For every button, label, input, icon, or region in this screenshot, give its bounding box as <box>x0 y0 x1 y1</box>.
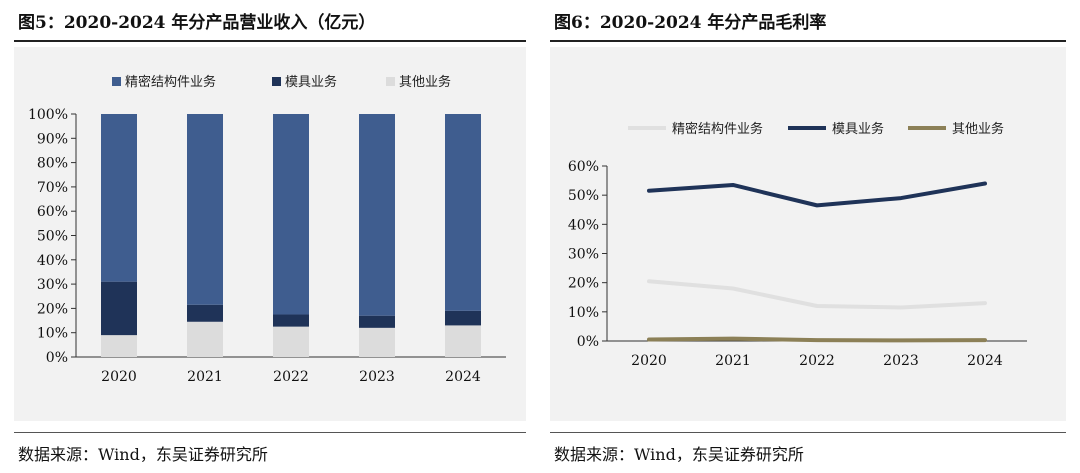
stacked-bar-chart: 精密结构件业务 模具业务 其他业务 0% 10% 20% 30% 40% 50% 60% 70% 80… <box>28 74 506 385</box>
y-tick-label: 20% <box>37 301 68 317</box>
figure-5-title: 图5：2020-2024 年分产品营业收入（亿元） <box>18 13 376 33</box>
legend-swatch <box>112 77 121 86</box>
bar-segment <box>101 281 137 336</box>
x-tick-label: 2020 <box>631 353 667 369</box>
x-tick-label: 2022 <box>799 353 835 369</box>
series-line <box>647 181 987 208</box>
figure-6-title: 图6：2020-2024 年分产品毛利率 <box>554 13 827 33</box>
y-tick-label: 100% <box>28 107 68 123</box>
left-panel: 图5：2020-2024 年分产品营业收入（亿元） 精密结构件业务 模具业务 其他业… <box>14 0 526 473</box>
legend-label: 模具业务 <box>285 74 337 90</box>
y-tick-label: 60% <box>37 204 68 220</box>
top-rule <box>14 40 526 42</box>
x-tick-label: 2022 <box>273 369 309 385</box>
legend-label: 精密结构件业务 <box>125 74 216 90</box>
legend-label: 其他业务 <box>399 74 451 90</box>
bar-segment <box>187 304 223 322</box>
y-tick-label: 40% <box>568 217 599 233</box>
bar-segment <box>101 335 137 357</box>
y-tick-label: 40% <box>37 253 68 269</box>
x-tick-label: 2021 <box>715 353 751 369</box>
legend-swatch <box>386 77 395 86</box>
bar-segment <box>359 327 395 357</box>
y-tick-label: 10% <box>568 305 599 321</box>
bar-segment <box>445 310 481 326</box>
top-rule <box>550 40 1066 42</box>
y-tick-label: 70% <box>37 180 68 196</box>
legend-label: 精密结构件业务 <box>672 121 763 137</box>
y-tick-label: 50% <box>568 188 599 204</box>
series-line <box>647 279 987 310</box>
x-tick-label: 2020 <box>101 369 137 385</box>
source-note: 数据来源：Wind，东吴证券研究所 <box>554 445 804 464</box>
x-tick-label: 2024 <box>445 369 481 385</box>
bottom-rule <box>550 432 1066 433</box>
bar-segment <box>359 114 395 316</box>
bar-segment <box>273 114 309 315</box>
y-tick-label: 90% <box>37 131 68 147</box>
bar-segment <box>445 325 481 357</box>
y-tick-label: 10% <box>37 326 68 342</box>
legend-swatch <box>272 77 281 86</box>
series-line <box>647 336 987 343</box>
bottom-rule <box>14 432 526 433</box>
legend-label: 其他业务 <box>952 121 1004 137</box>
x-tick-label: 2024 <box>967 353 1003 369</box>
bar-segment <box>273 326 309 357</box>
y-tick-label: 0% <box>46 350 68 366</box>
chart-background <box>14 47 526 421</box>
y-tick-label: 80% <box>37 156 68 172</box>
line-chart: 精密结构件业务 模具业务 其他业务 0% 10% 20% 30% 40% 50% 60% 2020 2… <box>568 121 1027 369</box>
y-tick-label: 50% <box>37 229 68 245</box>
bar-segment <box>101 114 137 282</box>
bar-segment <box>445 114 481 311</box>
y-tick-label: 30% <box>37 277 68 293</box>
bar-segment <box>187 114 223 305</box>
x-tick-label: 2023 <box>883 353 919 369</box>
source-note: 数据来源：Wind，东吴证券研究所 <box>18 445 268 464</box>
bar-segment <box>273 314 309 327</box>
y-tick-label: 20% <box>568 276 599 292</box>
right-panel: 图6：2020-2024 年分产品毛利率 精密结构件业务 模具业务 其他业务 0% 10… <box>550 0 1066 473</box>
x-tick-label: 2023 <box>359 369 395 385</box>
y-tick-label: 0% <box>577 334 599 350</box>
y-tick-label: 60% <box>568 159 599 175</box>
bar-segment <box>359 315 395 328</box>
bar-segment <box>187 321 223 357</box>
y-tick-label: 30% <box>568 247 599 263</box>
x-tick-label: 2021 <box>187 369 223 385</box>
legend-label: 模具业务 <box>832 121 884 137</box>
chart-background <box>550 47 1066 421</box>
